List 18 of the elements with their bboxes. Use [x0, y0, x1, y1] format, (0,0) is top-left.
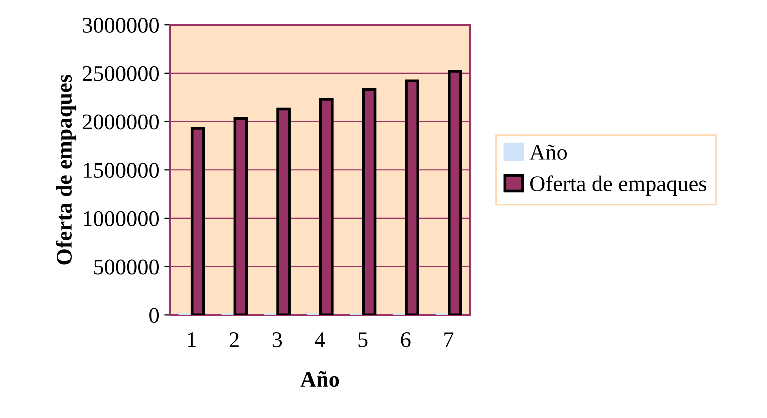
- y-tick-label: 500000: [94, 260, 160, 275]
- y-tick-label: 1500000: [84, 163, 160, 178]
- y-axis-title: Oferta de empaques: [56, 75, 77, 265]
- x-tick-label: 7: [444, 332, 454, 348]
- legend-label: Oferta de empaques: [530, 176, 706, 196]
- y-tick-label: 2500000: [83, 66, 160, 82]
- legend-label: Año: [530, 144, 568, 160]
- y-tick-label: 2000000: [83, 114, 160, 130]
- x-tick-label: 6: [401, 332, 411, 348]
- x-tick-label: 2: [230, 332, 239, 348]
- y-tick-label: 0: [150, 308, 160, 324]
- x-tick-label: 4: [315, 332, 326, 348]
- x-tick-label: 1: [188, 332, 196, 348]
- x-axis-title: Año: [300, 371, 340, 388]
- x-tick-label: 3: [272, 332, 282, 348]
- y-tick-label: 1000000: [84, 211, 160, 226]
- x-tick-label: 5: [358, 332, 368, 348]
- y-tick-label: 3000000: [83, 18, 160, 34]
